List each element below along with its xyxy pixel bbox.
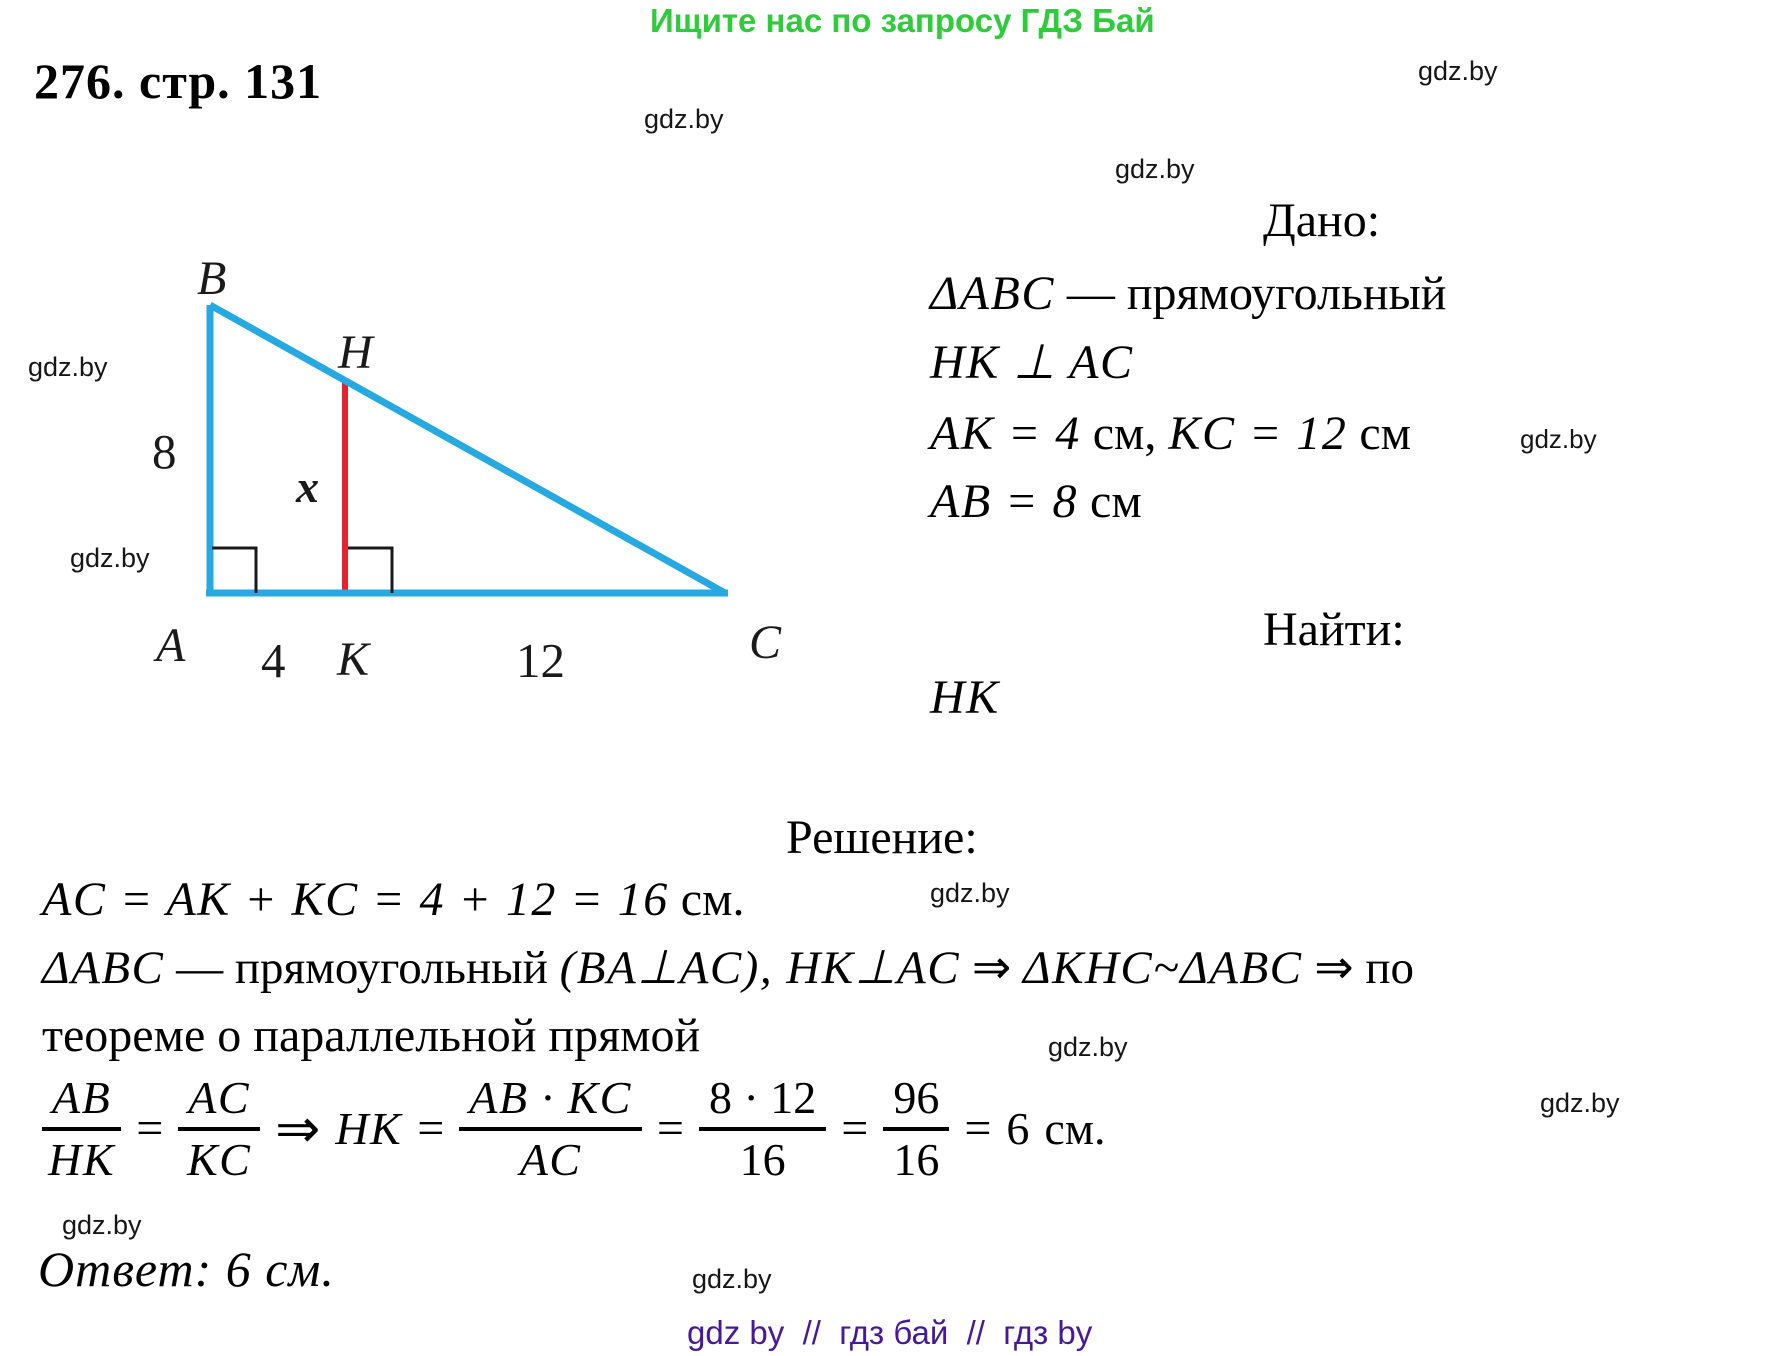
fraction-ab-hk: AB HK: [42, 1072, 122, 1185]
equals: =: [417, 1102, 445, 1156]
answer-line: Ответ: 6 см.: [38, 1241, 335, 1297]
promo-banner: Ищите нас по запросу ГДЗ Бай: [650, 2, 1155, 39]
height-x-label: x: [295, 461, 319, 512]
watermark: gdz.by: [644, 104, 724, 134]
fraction-abkc-ac: AB · KC AC: [459, 1072, 642, 1185]
fraction-96-16: 96 16: [883, 1072, 950, 1185]
given-line-triangle: ΔABC — прямоугольный: [930, 266, 1446, 321]
watermark: gdz.by: [1418, 56, 1498, 86]
footer-tags: gdz by // гдз бай // гдз by: [687, 1314, 1093, 1351]
find-title: Найти:: [1263, 603, 1405, 656]
equals: =: [656, 1102, 684, 1156]
page-title: 276. стр. 131: [34, 53, 323, 109]
segment-kc-length: 12: [516, 633, 565, 680]
hypotenuse-bc-line: [208, 301, 727, 597]
vertex-k-label: K: [336, 633, 372, 680]
solution-title: Решение:: [786, 811, 978, 864]
given-line-perpendicular: HK ⊥ AC: [930, 336, 1134, 389]
fraction-812-16: 8 · 12 16: [698, 1072, 827, 1185]
result-unit: см.: [1044, 1103, 1106, 1155]
equals: =: [136, 1102, 164, 1156]
solution-fraction-equation: AB HK = AC KC ⇒ HK = AB · KC AC = 8 · 12 16 …: [42, 1072, 1105, 1185]
given-line-ab: AB = 8 см: [930, 475, 1142, 528]
vertex-h-label: H: [337, 326, 375, 379]
dash: —: [1066, 267, 1115, 320]
solution-line-theorem: теореме о параллельной прямой: [42, 1009, 701, 1062]
vertex-b-label: B: [197, 252, 226, 305]
equals: =: [841, 1102, 869, 1156]
given-triangle-math: ΔABC: [930, 267, 1055, 320]
find-value: HK: [930, 671, 1000, 724]
watermark: gdz.by: [1540, 1088, 1620, 1118]
result-value: 6: [1006, 1103, 1030, 1155]
solution-line-similarity: ΔABC — прямоугольный (BA⊥AC), HK⊥AC ⇒ ΔK…: [42, 942, 1415, 994]
side-ab-length: 8: [152, 424, 177, 479]
equals: =: [964, 1102, 992, 1156]
watermark: gdz.by: [62, 1210, 142, 1240]
watermark: gdz.by: [1520, 424, 1597, 454]
fraction-ac-kc: AC KC: [178, 1072, 261, 1185]
vertex-c-label: C: [749, 616, 782, 669]
watermark: gdz.by: [70, 543, 150, 573]
given-triangle-text: прямоугольный: [1126, 267, 1447, 320]
hk-variable: HK: [335, 1103, 403, 1155]
watermark: gdz.by: [692, 1264, 772, 1294]
segment-ak-length: 4: [261, 633, 286, 680]
given-line-segments: AK = 4 см, KC = 12 см: [930, 407, 1412, 460]
right-angle-mark-a: [212, 546, 258, 593]
right-angle-mark-k: [348, 546, 394, 593]
watermark: gdz.by: [930, 878, 1010, 908]
solution-line-ac: AC = AK + KC = 4 + 12 = 16 см.: [42, 873, 745, 926]
triangle-figure: B H 8 x A 4 K 12 C: [152, 252, 782, 680]
implies-arrow: ⇒: [275, 1099, 321, 1160]
given-title: Дано:: [1263, 194, 1381, 247]
watermark: gdz.by: [1048, 1032, 1128, 1062]
vertex-a-label: A: [153, 619, 186, 672]
watermark: gdz.by: [28, 352, 108, 382]
watermark: gdz.by: [1115, 154, 1195, 184]
